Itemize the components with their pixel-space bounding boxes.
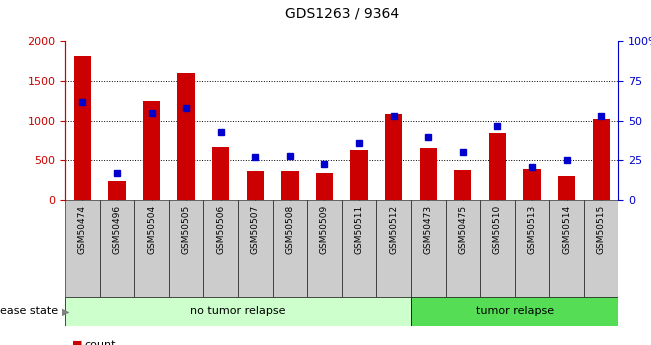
Bar	[376, 200, 411, 297]
Bar	[307, 200, 342, 297]
Bar	[143, 101, 160, 200]
Bar	[203, 200, 238, 297]
Bar	[247, 171, 264, 200]
Text: GSM50509: GSM50509	[320, 205, 329, 254]
Bar	[523, 169, 540, 200]
Text: GSM50510: GSM50510	[493, 205, 502, 254]
Bar	[549, 200, 584, 297]
Text: tumor relapse: tumor relapse	[476, 306, 554, 316]
Bar	[480, 200, 515, 297]
Bar	[489, 132, 506, 200]
Text: no tumor relapse: no tumor relapse	[190, 306, 286, 316]
Bar	[411, 297, 618, 326]
Bar	[169, 200, 203, 297]
Text: GSM50508: GSM50508	[285, 205, 294, 254]
Text: GSM50504: GSM50504	[147, 205, 156, 254]
Bar	[273, 200, 307, 297]
Bar	[454, 170, 471, 200]
Bar	[584, 200, 618, 297]
Text: GSM50505: GSM50505	[182, 205, 191, 254]
Bar	[212, 147, 229, 200]
Bar	[420, 148, 437, 200]
Bar	[350, 150, 368, 200]
Text: GSM50475: GSM50475	[458, 205, 467, 254]
Bar	[592, 119, 610, 200]
Text: GSM50514: GSM50514	[562, 205, 571, 254]
Bar	[238, 200, 273, 297]
Text: GSM50512: GSM50512	[389, 205, 398, 254]
Text: ■: ■	[72, 340, 82, 345]
Text: GSM50511: GSM50511	[355, 205, 363, 254]
Text: GSM50513: GSM50513	[527, 205, 536, 254]
Bar	[558, 176, 575, 200]
Bar	[74, 57, 91, 200]
Text: ▶: ▶	[62, 306, 70, 316]
Bar	[445, 200, 480, 297]
Text: GSM50474: GSM50474	[78, 205, 87, 254]
Text: GSM50473: GSM50473	[424, 205, 433, 254]
Bar	[134, 200, 169, 297]
Text: GSM50507: GSM50507	[251, 205, 260, 254]
Text: disease state: disease state	[0, 306, 59, 316]
Text: GDS1263 / 9364: GDS1263 / 9364	[284, 7, 399, 21]
Bar	[108, 181, 126, 200]
Bar	[411, 200, 445, 297]
Bar	[316, 173, 333, 200]
Text: GSM50506: GSM50506	[216, 205, 225, 254]
Text: GSM50515: GSM50515	[597, 205, 605, 254]
Bar	[515, 200, 549, 297]
Bar	[178, 73, 195, 200]
Bar	[385, 114, 402, 200]
Bar	[281, 171, 299, 200]
Text: count: count	[85, 340, 116, 345]
Bar	[65, 297, 411, 326]
Bar	[100, 200, 134, 297]
Bar	[342, 200, 376, 297]
Text: GSM50496: GSM50496	[113, 205, 122, 254]
Bar	[65, 200, 100, 297]
